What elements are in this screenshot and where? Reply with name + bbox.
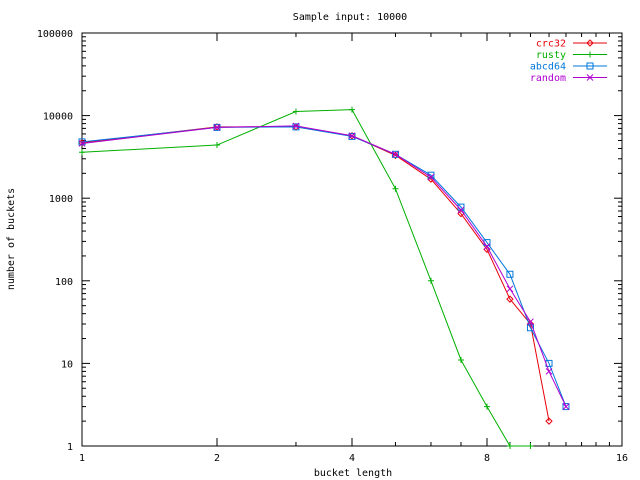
x-tick-label: 1 xyxy=(79,453,85,464)
plot-frame xyxy=(81,32,623,447)
data-point-rusty xyxy=(527,443,534,449)
data-point-random xyxy=(506,285,514,293)
x-axis-label: bucket length xyxy=(314,468,392,479)
data-point-random xyxy=(427,173,435,181)
data-point-rusty xyxy=(484,403,490,410)
data-point-crc32 xyxy=(348,132,356,140)
data-point-crc32 xyxy=(506,295,514,303)
data-point-random xyxy=(457,206,465,214)
y-tick-label: 100 xyxy=(55,277,73,288)
x-tick-label: 16 xyxy=(616,453,628,464)
series-line-rusty xyxy=(81,109,531,447)
data-point-rusty xyxy=(427,277,434,284)
data-point-random xyxy=(545,368,553,375)
series-rusty xyxy=(79,106,534,449)
data-point-rusty xyxy=(292,108,299,115)
y-tick-label: 1 xyxy=(67,442,73,453)
x-tick-label: 2 xyxy=(214,453,220,464)
data-point-rusty xyxy=(506,443,513,449)
legend-marker-abcd64 xyxy=(586,62,594,70)
y-tick-label: 1000 xyxy=(49,194,73,205)
y-tick-label: 100000 xyxy=(37,29,73,40)
legend-marker-random xyxy=(586,74,594,81)
data-point-crc32 xyxy=(545,417,553,425)
data-point-abcd64 xyxy=(562,403,570,411)
axes: 1 10 100 1000 10000 100000 1 2 4 8 16 xyxy=(37,29,628,464)
series-random xyxy=(78,122,570,410)
data-point-random xyxy=(527,318,534,326)
chart-title: Sample input: 10000 xyxy=(293,12,407,23)
legend-label-rusty: rusty xyxy=(536,50,566,61)
data-point-random xyxy=(392,150,399,158)
data-point-abcd64 xyxy=(78,138,86,146)
legend-label-crc32: crc32 xyxy=(536,39,566,50)
data-point-random xyxy=(78,140,86,147)
y-axis-label: number of buckets xyxy=(6,188,17,290)
legend-marker-rusty xyxy=(587,51,593,58)
data-point-random xyxy=(292,122,300,130)
data-point-rusty xyxy=(214,142,220,149)
data-point-rusty xyxy=(457,356,464,363)
series-line-abcd64 xyxy=(81,126,567,407)
data-point-rusty xyxy=(79,149,85,156)
data-point-rusty xyxy=(392,185,399,192)
data-point-random xyxy=(483,243,491,250)
data-point-random xyxy=(348,132,356,140)
data-point-abcd64 xyxy=(348,132,356,140)
series-line-random xyxy=(81,125,567,407)
y-tick-label: 10000 xyxy=(43,112,73,123)
legend-marker-crc32 xyxy=(586,39,594,47)
data-point-rusty xyxy=(349,106,355,113)
series-layer xyxy=(78,106,570,449)
data-point-abcd64 xyxy=(391,150,399,158)
data-point-crc32 xyxy=(391,151,400,160)
x-tick-label: 4 xyxy=(349,453,355,464)
data-point-random xyxy=(213,124,221,131)
legend-label-random: random xyxy=(530,73,566,84)
data-point-abcd64 xyxy=(526,324,534,332)
series-line-crc32 xyxy=(81,126,550,422)
data-point-abcd64 xyxy=(506,270,514,278)
x-tick-label: 8 xyxy=(484,453,490,464)
series-crc32 xyxy=(78,123,553,425)
y-tick-label: 10 xyxy=(61,359,73,370)
legend-label-abcd64: abcd64 xyxy=(530,62,566,73)
data-point-random xyxy=(562,403,570,410)
